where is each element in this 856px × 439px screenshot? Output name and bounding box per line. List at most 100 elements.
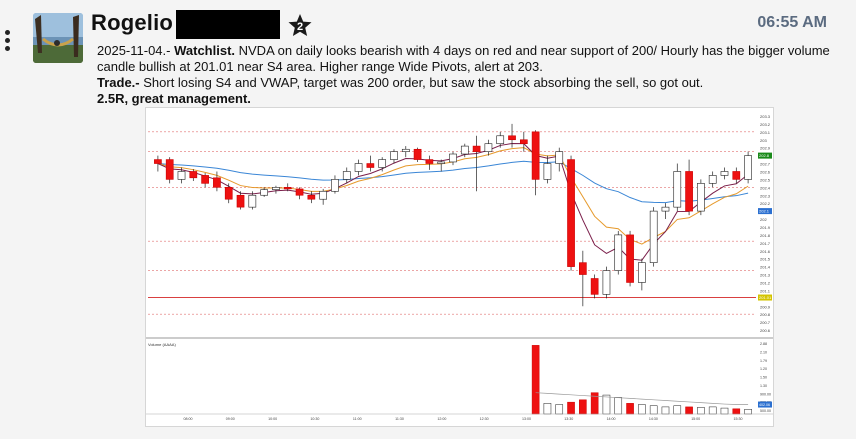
time-tick-label: 11:30 [395, 417, 404, 421]
volume-tick-label: 2.10 [760, 350, 767, 354]
candle-body [366, 163, 375, 168]
time-tick-label: 11:00 [353, 417, 362, 421]
price-tick-label: 202.2 [760, 201, 771, 206]
watchlist-paragraph: 2025-11-04.- Watchlist. NVDA on daily lo… [97, 43, 842, 75]
candle-body [685, 171, 693, 212]
candle-body [201, 175, 209, 184]
trade-label: Trade.- [97, 75, 140, 90]
volume-bar [638, 404, 646, 415]
candle-body [331, 179, 339, 192]
price-tick-label: 201.9 [760, 225, 771, 230]
watchlist-label: Watchlist. [174, 43, 236, 58]
time-tick-label: 10:00 [268, 417, 277, 421]
volume-tag [758, 401, 772, 408]
price-tick-label: 202.4 [760, 185, 771, 190]
volume-bar [720, 407, 729, 415]
candle-body [638, 262, 646, 283]
candle-body [614, 234, 623, 271]
chart-image[interactable]: 203.3 203.2 203.1 203 202.9 202.8 202.7 202.6 20… [145, 107, 774, 427]
time-tick-label: 15:30 [734, 417, 743, 421]
candle-body [555, 151, 564, 164]
candle-body [460, 145, 469, 155]
volume-tag-text: 402.06 [759, 403, 770, 407]
message-body: 2025-11-04.- Watchlist. NVDA on daily lo… [97, 43, 842, 107]
volume-bar [567, 401, 575, 415]
volume-bar [531, 345, 540, 415]
candle-body [307, 194, 316, 200]
username[interactable]: Rogelio [91, 10, 174, 35]
date-text: 2025-11-04.- [97, 43, 175, 58]
price-tick-label: 203.1 [760, 130, 771, 135]
watchlist-text: NVDA on daily looks bearish with 4 days … [97, 43, 830, 74]
volume-tick-label: 1.50 [760, 376, 767, 380]
volume-bar [543, 403, 552, 415]
candle-body [519, 139, 528, 145]
candle-body [437, 161, 446, 164]
price-tick-label: 201.3 [760, 273, 771, 278]
candle-body [236, 194, 245, 208]
price-tick-label: 203 [760, 138, 767, 143]
time-tick-label: 08:00 [184, 417, 193, 421]
price-tick-label: 201.5 [760, 257, 771, 262]
candle-body [649, 210, 658, 263]
volume-bar [661, 406, 670, 415]
time-tick-label: 12:00 [437, 417, 446, 421]
volume-bar [685, 406, 693, 415]
candle-body [661, 206, 670, 212]
candle-body [449, 153, 457, 163]
avatar[interactable] [33, 13, 83, 63]
candle-body [189, 171, 198, 179]
candle-body [260, 189, 268, 196]
candle-body [283, 187, 292, 190]
candle-body [567, 159, 575, 267]
trade-text: Short losing S4 and VWAP, target was 200… [139, 75, 704, 90]
candle-body [425, 159, 434, 164]
ma-price-tag-text: 202.1 [759, 209, 770, 214]
candle-body [295, 188, 304, 196]
result-text: 2.5R, great management. [97, 91, 251, 106]
time-tick-label: 12:30 [480, 417, 489, 421]
candle-body [319, 190, 327, 200]
message-timestamp: 06:55 AM [757, 14, 827, 31]
volume-tick-label: 500.00 [760, 409, 771, 413]
candlestick-chart: 203.3 203.2 203.1 203 202.9 202.8 202.7 202.6 20… [146, 114, 773, 421]
candle-body [248, 194, 257, 208]
candle-body [720, 171, 729, 176]
price-tick-label: 203.3 [760, 114, 771, 119]
volume-bar [673, 405, 682, 415]
volume-tick-label: 2.88 [760, 342, 767, 346]
candle-body [177, 171, 186, 180]
price-tick-label: 202.5 [760, 177, 771, 182]
volume-bar [732, 408, 741, 415]
candle-body [543, 163, 552, 180]
candle-body [697, 183, 705, 212]
volume-bar [614, 397, 623, 415]
volume-bar [744, 409, 752, 415]
price-tick-label: 200.8 [760, 312, 771, 317]
price-tick-label: 201.4 [760, 265, 771, 270]
price-tick-label: 202.7 [760, 162, 771, 167]
volume-tick-label: 1.20 [760, 367, 767, 371]
candle-body [732, 171, 741, 180]
result-paragraph: 2.5R, great management. [97, 91, 842, 107]
ma-price-tag [758, 208, 772, 215]
candle-body [484, 143, 493, 152]
candle-body [165, 159, 174, 180]
time-tick-label: 13:00 [522, 417, 531, 421]
volume-tick-label: 1.79 [760, 359, 767, 363]
time-tick-label: 14:00 [607, 417, 616, 421]
candle-body [602, 270, 611, 295]
candle-body [744, 155, 752, 180]
candle-body [579, 262, 587, 275]
price-tick-label: 203.2 [760, 122, 771, 127]
time-tick-label: 15:00 [691, 417, 700, 421]
candle-body [401, 148, 410, 152]
price-tick-label: 200.7 [760, 320, 771, 325]
vwap-line [157, 160, 749, 204]
volume-bar [602, 394, 611, 415]
more-options-icon[interactable] [5, 30, 15, 54]
candle-body [626, 234, 634, 283]
volume-bar [555, 404, 564, 415]
price-tick-label: 201.1 [760, 288, 771, 293]
price-tick-label: 202 [760, 217, 767, 222]
